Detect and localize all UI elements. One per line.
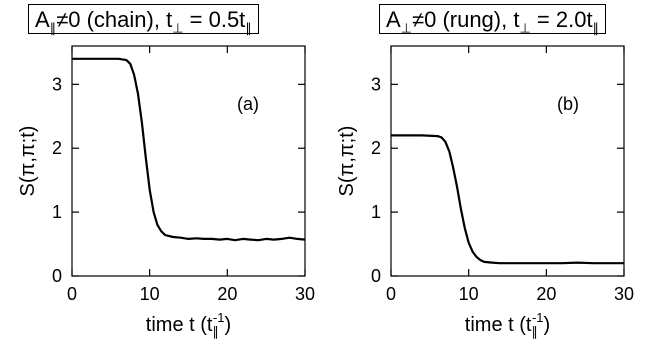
panel-tag-label: (a)	[237, 94, 259, 114]
x-tick-label: 10	[459, 284, 479, 304]
x-axis-label: time t (t∥-1)	[465, 310, 550, 339]
y-tick-label: 2	[52, 138, 62, 158]
x-tick-label: 20	[536, 284, 556, 304]
y-tick-label: 3	[371, 74, 381, 94]
panel-a-title: A∥≠0 (chain), t⊥ = 0.5t∥	[28, 4, 259, 35]
panel-tag-label: (b)	[557, 94, 579, 114]
x-axis-label: time t (t∥-1)	[146, 310, 231, 339]
y-tick-label: 0	[371, 266, 381, 286]
y-tick-label: 0	[52, 266, 62, 286]
plot-frame	[71, 45, 306, 277]
y-tick-label: 2	[371, 138, 381, 158]
series-line	[72, 57, 306, 242]
x-tick-label: 30	[614, 284, 634, 304]
x-tick-label: 10	[140, 284, 160, 304]
x-tick-label: 0	[67, 284, 77, 304]
y-axis-label: S(π,π;t)	[17, 126, 39, 197]
y-tick-label: 1	[52, 202, 62, 222]
x-tick-label: 0	[386, 284, 396, 304]
panel-b-title: A⊥≠0 (rung), t⊥ = 2.0t∥	[379, 4, 607, 35]
chart-panel-b: 0 10 20 30 0 1 2 3 (b) S(π,π;t) time t (t∥-1)	[336, 45, 634, 339]
chart-panel-a: 0 10 20 30 0 1 2 3 (a) S(π,π;t) time t (t∥-1)	[17, 45, 315, 339]
series-line	[391, 134, 624, 265]
y-tick-label: 3	[52, 74, 62, 94]
x-tick-label: 30	[295, 284, 315, 304]
x-tick-label: 20	[217, 284, 237, 304]
y-axis-label: S(π,π;t)	[336, 126, 358, 197]
plot-frame	[390, 45, 625, 277]
y-tick-label: 1	[371, 202, 381, 222]
